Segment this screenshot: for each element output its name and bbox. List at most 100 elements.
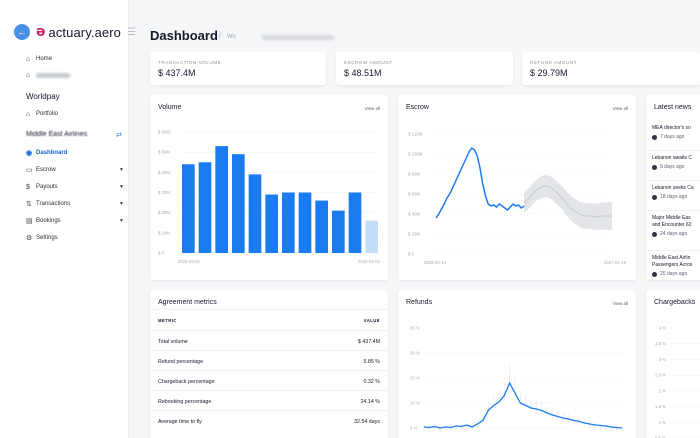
- x-tick-label: 2025-02-14: [424, 260, 447, 265]
- news-headline[interactable]: Major Middle Eas: [652, 215, 691, 221]
- chargebacks-card: Chargebacks 4 % 3.5 % 3 % 2.5 % 2 % 1.5 % 1 % 0…: [646, 290, 700, 438]
- table-row: Total volume $ 437.4M: [158, 339, 380, 345]
- card-title: Latest news: [654, 104, 692, 111]
- volume-bar: [282, 192, 295, 253]
- sidebar-item-label: Settings: [36, 235, 58, 241]
- metric-name: Chargeback percentage: [158, 379, 215, 385]
- section-airline: Middle East Airlines: [26, 131, 88, 138]
- escrow-card: Escrow View all $ 120M $ 100M $ 80M $ 60M $ …: [398, 95, 636, 280]
- y-tick-label: 4 %: [659, 326, 667, 331]
- divider: [150, 350, 388, 351]
- sidebar-item-label: Transactions: [36, 201, 71, 207]
- sidebar-item-label: Portfolio: [36, 111, 59, 117]
- sidebar-item-label: Bookings: [36, 218, 61, 224]
- sidebar-item-bookings[interactable]: ▤ Bookings ▼: [26, 216, 124, 226]
- metric-name: Average time to fly: [158, 419, 202, 425]
- y-tick-label: 2.5 %: [655, 373, 666, 378]
- card-title: Volume: [158, 104, 182, 111]
- chevron-down-icon: ▼: [119, 218, 124, 224]
- divider: [646, 210, 700, 211]
- y-tick-label: 25 %: [410, 326, 420, 331]
- sidebar-item-transactions[interactable]: ⇅ Transactions ▼: [26, 199, 124, 209]
- divider: [646, 150, 700, 151]
- stat-value: $ 29.79M: [530, 68, 568, 78]
- metrics-card: Agreement metrics METRIC VALUE Total vol…: [150, 290, 388, 438]
- breadcrumb-separator: /: [219, 33, 221, 40]
- volume-chart: $ 60M $ 50M $ 40M $ 30M $ 20M $ 10M $ 0 2025-03…: [158, 130, 381, 265]
- card-title: Refunds: [406, 299, 433, 306]
- y-tick-label: $ 50M: [158, 150, 170, 155]
- news-headline[interactable]: Middle East Airlin: [652, 255, 691, 261]
- sidebar-item-portfolio[interactable]: ⌂ Portfolio: [26, 109, 58, 119]
- divider: [150, 370, 388, 371]
- sidebar-item-settings[interactable]: ⚙ Settings: [26, 233, 58, 243]
- y-tick-label: 3.5 %: [655, 341, 666, 346]
- news-headline[interactable]: and Encounter 62: [652, 222, 692, 228]
- sidebar-item-hidden[interactable]: ⌂: [26, 70, 70, 80]
- news-headline[interactable]: Lebanon awaits C: [652, 155, 693, 161]
- clock-icon: [652, 231, 657, 237]
- divider: [646, 250, 700, 251]
- divider: [150, 390, 388, 391]
- news-headline[interactable]: Lebanon seeks Ca: [652, 185, 694, 191]
- divider: [150, 330, 388, 331]
- breadcrumb[interactable]: Wo: [227, 34, 236, 40]
- sidebar-item-home[interactable]: ⌂ Home: [26, 54, 52, 64]
- stat-label: REFUND AMOUNT: [530, 60, 578, 65]
- volume-bar: [298, 192, 312, 253]
- y-tick-label: 3 %: [659, 357, 667, 362]
- y-tick-label: $ 120M: [408, 132, 423, 137]
- switch-icon[interactable]: ⇄: [116, 132, 122, 139]
- column-header-metric: METRIC: [158, 318, 177, 323]
- stat-value: $ 437.4M: [158, 68, 196, 78]
- sidebar-item-payouts[interactable]: $ Payouts ▼: [26, 182, 124, 192]
- card-title: Agreement metrics: [158, 299, 217, 306]
- view-all-link[interactable]: View all: [364, 106, 380, 111]
- collapse-sidebar-button[interactable]: ←: [14, 24, 30, 40]
- y-tick-label: $ 0: [408, 252, 415, 257]
- stat-value: $ 48.51M: [344, 68, 382, 78]
- home-icon: ⌂: [26, 55, 31, 63]
- view-all-link[interactable]: View all: [612, 106, 628, 111]
- news-headline[interactable]: MEA director's so: [652, 125, 691, 131]
- news-time: 7 days ago: [652, 134, 684, 140]
- x-tick-label: 2025-03-01: [178, 259, 201, 264]
- view-all-link[interactable]: View all: [612, 301, 628, 306]
- escrow-line: [435, 146, 525, 219]
- metric-name: Total volume: [158, 339, 188, 345]
- card-title: Escrow: [406, 104, 429, 111]
- y-tick-label: $ 20M: [408, 232, 420, 237]
- stat-card-refund-amount: REFUND AMOUNT $ 29.79M: [522, 52, 700, 85]
- metric-value: 0.32 %: [363, 379, 381, 385]
- refunds-card: Refunds View all 25 % 20 % 15 % 10 % 5 %: [398, 290, 636, 438]
- y-tick-label: $ 60M: [408, 192, 420, 197]
- table-row: Average time to fly 32.54 days: [158, 419, 380, 425]
- sidebar-item-dashboard[interactable]: ◉ Dashboard: [26, 148, 67, 158]
- table-row: Rebooking percentage 24.14 %: [158, 399, 380, 405]
- y-tick-label: 2 %: [659, 388, 667, 393]
- y-tick-label: 10 %: [410, 401, 420, 406]
- sidebar-item-escrow[interactable]: ▭ Escrow ▼: [26, 165, 124, 175]
- forecast-band: [524, 175, 612, 231]
- y-tick-label: $ 30M: [158, 190, 170, 195]
- news-time: 25 days ago: [652, 271, 687, 277]
- page-title: Dashboard: [150, 28, 218, 43]
- x-tick-label: 2026-02-01: [358, 259, 381, 264]
- news-time-label: 24 days ago: [660, 231, 688, 237]
- clock-icon: [652, 134, 657, 140]
- chevron-down-icon: ▼: [119, 201, 124, 207]
- y-tick-label: $ 0: [158, 251, 165, 256]
- y-tick-label: $ 10M: [158, 230, 170, 235]
- y-tick-label: 1 %: [659, 420, 667, 425]
- news-headline[interactable]: Passengers Acros: [652, 262, 693, 268]
- brand-name: actuary.aero: [48, 24, 121, 40]
- transactions-icon: ⇅: [26, 201, 32, 208]
- metric-value: 24.14 %: [360, 399, 380, 405]
- stat-card-escrow-amount: ESCROW AMOUNT $ 48.51M: [336, 52, 513, 85]
- menu-icon[interactable]: ☰: [127, 26, 136, 38]
- volume-bar: [182, 164, 195, 253]
- volume-bar: [198, 162, 212, 253]
- y-tick-label: $ 80M: [408, 172, 420, 177]
- sidebar-item-label: Home: [36, 56, 53, 62]
